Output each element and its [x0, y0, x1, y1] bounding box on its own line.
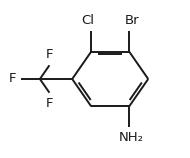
Text: Cl: Cl [81, 14, 94, 27]
Text: F: F [46, 48, 53, 61]
Text: Br: Br [125, 14, 139, 27]
Text: F: F [46, 97, 53, 110]
Text: NH₂: NH₂ [119, 131, 144, 144]
Text: F: F [9, 73, 16, 85]
